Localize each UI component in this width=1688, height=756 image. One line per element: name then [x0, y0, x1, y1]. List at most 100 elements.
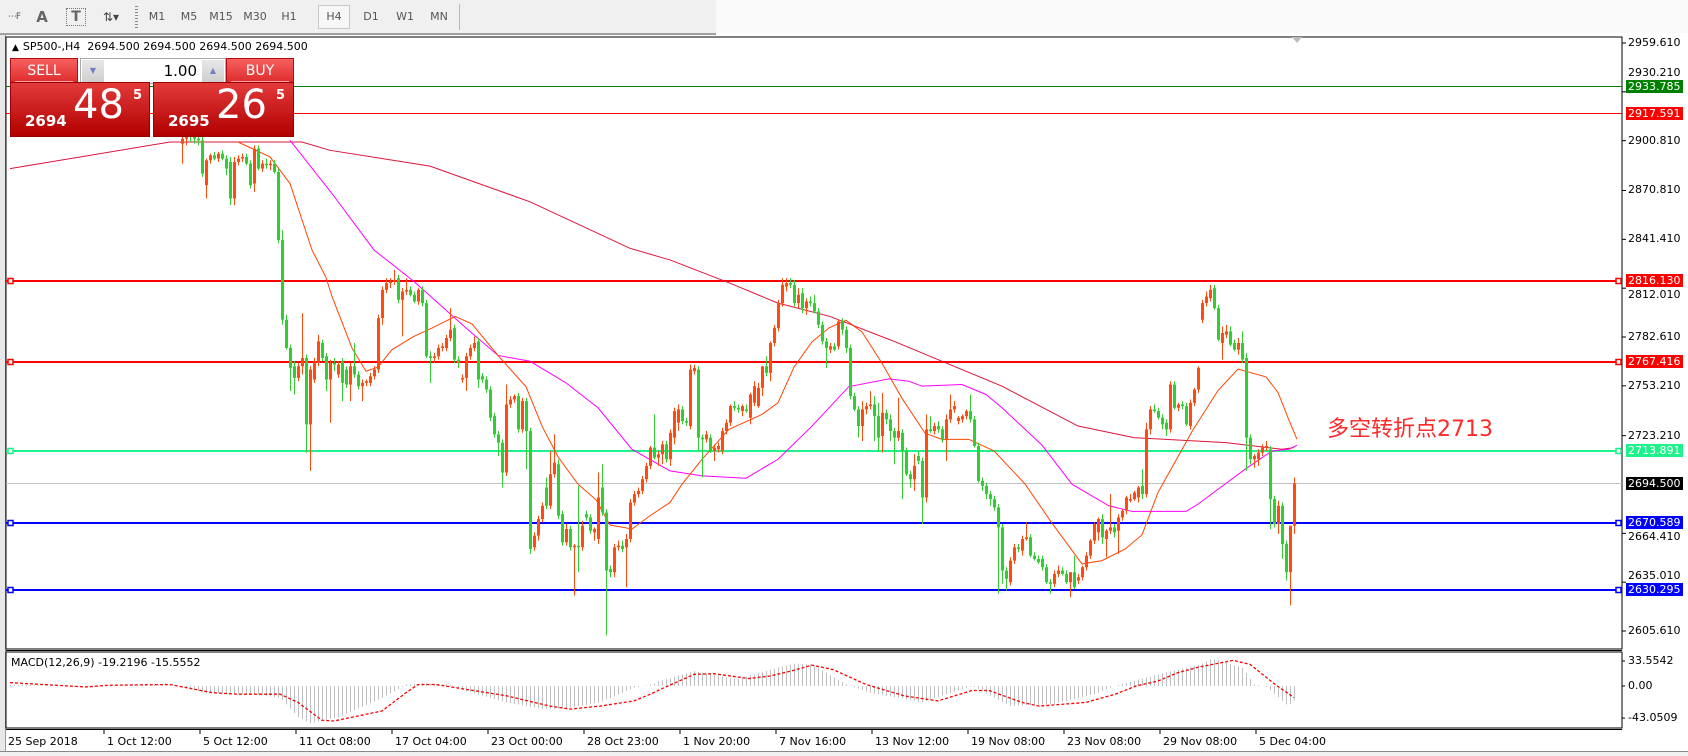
candle [317, 334, 320, 367]
timeframe-m15[interactable]: M15 [209, 10, 233, 23]
candle-body [693, 367, 696, 372]
candle-body [781, 284, 784, 304]
pivot-annotation[interactable]: 多空转折点2713 [1327, 417, 1493, 442]
candle [565, 524, 568, 546]
candle-body [1197, 367, 1200, 390]
candle [945, 414, 948, 461]
candle-body [749, 394, 752, 418]
candle-body [377, 318, 380, 370]
time-axis-label: 25 Sep 2018 [8, 735, 78, 748]
candle [1081, 565, 1084, 581]
volume-decrease-icon[interactable]: ▼ [82, 60, 104, 82]
candle-body [717, 445, 720, 450]
sell-price[interactable]: 2694 48 5 [10, 82, 150, 137]
volume-increase-icon[interactable]: ▲ [202, 60, 224, 82]
fibonacci-fan-icon[interactable]: ⋯F [7, 12, 21, 22]
candle [1193, 387, 1196, 407]
candle [1261, 444, 1264, 456]
candle-body [421, 289, 424, 304]
candle-body [621, 545, 624, 549]
candle-body [789, 283, 792, 285]
timeframe-h4[interactable]: H4 [318, 5, 350, 29]
timeframe-w1[interactable]: W1 [396, 10, 414, 23]
candle [897, 397, 900, 441]
candle [221, 150, 224, 161]
candle [505, 384, 508, 476]
candle-body [1233, 342, 1236, 350]
candle-body [877, 416, 880, 438]
candle [225, 155, 228, 176]
candle-body [425, 303, 428, 357]
candle [1189, 399, 1192, 430]
volume-input[interactable]: 1.00 [163, 62, 197, 80]
text-label-icon[interactable]: T [66, 8, 86, 26]
toolbar-grip[interactable] [135, 6, 138, 28]
toolbar-empty-area [716, 0, 1688, 33]
price-axis-label: 2870.810 [1628, 183, 1681, 196]
candle [1249, 434, 1252, 465]
candle-body [1097, 519, 1100, 533]
candle [733, 401, 736, 412]
candle [797, 288, 800, 309]
candle [749, 392, 752, 425]
time-axis-label: 5 Dec 04:00 [1259, 735, 1326, 748]
candle-body [1185, 406, 1188, 425]
candle [893, 427, 896, 465]
text-icon[interactable]: A [36, 8, 48, 26]
chart-shift-marker[interactable] [1292, 37, 1302, 43]
candle [1089, 538, 1092, 559]
timeframe-m5[interactable]: M5 [180, 10, 198, 23]
price-axis-label: 2635.010 [1628, 569, 1681, 582]
candle-body [609, 568, 612, 573]
candle-body [413, 294, 416, 302]
candle [873, 396, 876, 441]
bottom-tab-bar [0, 751, 1688, 756]
candle [509, 396, 512, 408]
candle-body [261, 163, 264, 169]
candle [1109, 494, 1112, 535]
timeframe-mn[interactable]: MN [430, 10, 448, 23]
timeframe-m1[interactable]: M1 [148, 10, 166, 23]
candle [993, 495, 996, 511]
candle-body [821, 324, 824, 342]
price-line-label: 2670.589 [1626, 516, 1683, 529]
macd-axis-label: -43.0509 [1628, 711, 1678, 724]
candle-body [293, 366, 296, 378]
candle-body [1149, 409, 1152, 430]
timeframe-h1[interactable]: H1 [281, 10, 297, 23]
price-axis-label: 2723.210 [1628, 429, 1681, 442]
candle [929, 416, 932, 433]
candle [861, 401, 864, 441]
candle-body [1277, 505, 1280, 525]
candle-body [1201, 303, 1204, 320]
candle-body [1221, 333, 1224, 343]
price-axis-label: 2900.810 [1628, 134, 1681, 147]
candle-body [1133, 492, 1136, 500]
sell-button[interactable]: SELL [10, 58, 78, 84]
candle [277, 168, 280, 244]
candle [533, 532, 536, 551]
candle [425, 299, 428, 358]
candle [469, 344, 472, 360]
timeframe-d1[interactable]: D1 [363, 10, 379, 23]
candle-body [429, 356, 432, 358]
candle [977, 442, 980, 483]
candle-body [433, 356, 436, 358]
candle-body [1005, 570, 1008, 579]
candle [681, 406, 684, 425]
candle [845, 326, 848, 353]
timeframe-m30[interactable]: M30 [243, 10, 267, 23]
candle [997, 504, 1000, 594]
candle [605, 509, 608, 636]
candle-body [1033, 555, 1036, 559]
candle-body [469, 347, 472, 357]
candle-body [225, 158, 228, 169]
candle-body [365, 381, 368, 383]
candle [1021, 535, 1024, 556]
candle-body [329, 362, 332, 380]
collapse-triangle-icon[interactable]: ▲ [12, 43, 19, 53]
buy-price[interactable]: 2695 26 5 [153, 82, 294, 137]
arrows-dropdown-icon[interactable]: ⇅▾ [102, 10, 120, 24]
candle [401, 288, 404, 337]
